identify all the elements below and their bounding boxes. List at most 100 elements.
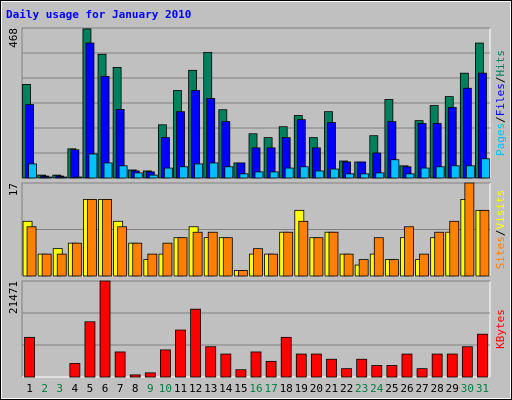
- bar: [420, 167, 430, 179]
- x-tick-label: 17: [264, 382, 277, 395]
- bar: [434, 231, 445, 277]
- bar: [28, 163, 37, 179]
- legend-entry: Hits: [494, 50, 507, 77]
- bar: [103, 162, 113, 179]
- bar: [404, 226, 414, 277]
- bar: [164, 167, 173, 179]
- bar: [71, 242, 82, 277]
- bar: [148, 174, 158, 179]
- bar: [87, 199, 97, 277]
- bar: [326, 358, 337, 378]
- x-tick-label: 9: [147, 382, 154, 395]
- x-tick-label: 30: [461, 382, 474, 395]
- x-tick-label: 25: [385, 382, 398, 395]
- bar: [284, 167, 294, 179]
- bar: [239, 173, 249, 179]
- x-tick-label: 3: [56, 382, 63, 395]
- y-tick-label: 21471: [7, 281, 20, 314]
- bar: [313, 237, 324, 277]
- bar: [144, 372, 156, 378]
- bar: [446, 353, 458, 378]
- bar: [190, 308, 202, 378]
- bar: [462, 87, 472, 179]
- bar: [341, 368, 352, 378]
- x-tick-label: 15: [234, 382, 247, 395]
- bar: [431, 353, 443, 378]
- bar: [435, 166, 445, 179]
- bar: [224, 166, 234, 179]
- bar: [147, 253, 158, 277]
- bar: [117, 226, 128, 277]
- legend-entry: Pages: [494, 123, 507, 156]
- bar: [481, 158, 490, 179]
- x-tick-label: 11: [174, 382, 187, 395]
- legend: KBytes: [494, 309, 507, 349]
- bar: [371, 365, 383, 378]
- bar: [209, 162, 219, 179]
- bar: [416, 368, 428, 378]
- bar: [238, 270, 248, 277]
- bar: [160, 349, 171, 378]
- x-tick-label: 2: [41, 382, 48, 395]
- bar: [70, 149, 80, 179]
- bar: [299, 166, 309, 179]
- bar: [222, 237, 233, 277]
- bar: [405, 173, 415, 179]
- x-tick-label: 22: [340, 382, 353, 395]
- bar: [330, 168, 339, 179]
- x-tick-label: 4: [72, 382, 79, 395]
- bar: [310, 353, 322, 378]
- x-tick-label: 28: [431, 382, 444, 395]
- x-tick-label: 19: [295, 382, 308, 395]
- bar: [205, 346, 217, 378]
- bar: [192, 231, 203, 277]
- bar: [280, 336, 292, 378]
- bar: [449, 220, 460, 277]
- x-tick-label: 13: [204, 382, 217, 395]
- bar: [88, 153, 98, 179]
- bar: [73, 176, 83, 179]
- bar: [269, 171, 279, 179]
- bar: [419, 253, 429, 277]
- bar: [464, 182, 475, 277]
- bar: [102, 199, 112, 277]
- bar: [250, 351, 262, 378]
- bar: [479, 209, 490, 277]
- bar: [99, 280, 111, 378]
- bar: [207, 231, 218, 277]
- x-tick-label: 27: [415, 382, 428, 395]
- bar: [373, 237, 384, 277]
- bar: [24, 336, 35, 378]
- bar: [114, 351, 126, 378]
- x-tick-label: 31: [476, 382, 489, 395]
- legend-entry: Sites: [494, 236, 507, 269]
- bar: [450, 165, 460, 179]
- legend-separator: /: [494, 77, 507, 84]
- bar: [179, 166, 188, 179]
- x-tick-label: 10: [159, 382, 172, 395]
- x-tick-label: 26: [400, 382, 413, 395]
- x-tick-label: 18: [280, 382, 293, 395]
- y-tick-label: 468: [7, 28, 20, 48]
- bar: [58, 176, 68, 179]
- bar: [175, 329, 186, 378]
- bar: [162, 242, 173, 277]
- bar: [477, 333, 488, 378]
- legend-entry: Files: [494, 83, 507, 116]
- bar: [386, 365, 398, 378]
- bar: [358, 259, 369, 277]
- x-tick-label: 14: [219, 382, 233, 395]
- legend-entry: Visits: [494, 190, 507, 230]
- x-tick-label: 16: [249, 382, 262, 395]
- x-tick-label: 7: [117, 382, 124, 395]
- bar: [118, 165, 128, 179]
- bar: [356, 358, 368, 378]
- legend-entry: KBytes: [494, 309, 507, 349]
- bar: [132, 242, 143, 277]
- bar: [465, 165, 475, 179]
- x-tick-label: 6: [102, 382, 109, 395]
- bar: [43, 176, 53, 179]
- bar: [401, 353, 413, 378]
- x-tick-label: 1: [26, 382, 33, 395]
